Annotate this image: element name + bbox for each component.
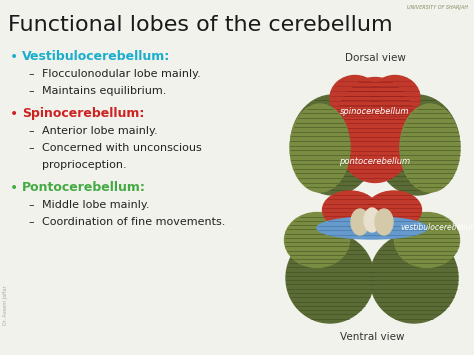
Text: –: – <box>28 86 34 96</box>
Ellipse shape <box>317 217 427 239</box>
Text: •: • <box>10 50 18 64</box>
Ellipse shape <box>334 77 416 182</box>
Text: Ventral view: Ventral view <box>340 332 404 342</box>
Ellipse shape <box>290 104 350 192</box>
Ellipse shape <box>286 233 374 323</box>
Text: Dr. Aseem Jaffar: Dr. Aseem Jaffar <box>3 285 8 325</box>
Ellipse shape <box>364 208 380 232</box>
Text: Anterior lobe mainly.: Anterior lobe mainly. <box>42 126 158 136</box>
Text: Concerned with unconscious: Concerned with unconscious <box>42 143 202 153</box>
Text: •: • <box>10 107 18 121</box>
Text: pontocerebellum: pontocerebellum <box>339 158 410 166</box>
Text: proprioception.: proprioception. <box>42 160 127 170</box>
Text: vestibulocerebellum: vestibulocerebellum <box>400 224 474 233</box>
Ellipse shape <box>374 95 459 195</box>
Text: –: – <box>28 143 34 153</box>
Ellipse shape <box>330 76 380 120</box>
Text: spinocerebellum: spinocerebellum <box>340 108 410 116</box>
Ellipse shape <box>370 233 458 323</box>
Text: –: – <box>28 217 34 227</box>
Text: Flocculonodular lobe mainly.: Flocculonodular lobe mainly. <box>42 69 201 79</box>
Text: –: – <box>28 126 34 136</box>
Text: –: – <box>28 69 34 79</box>
Text: Maintains equilibrium.: Maintains equilibrium. <box>42 86 166 96</box>
Ellipse shape <box>322 191 377 229</box>
Text: Dorsal view: Dorsal view <box>345 53 405 63</box>
Ellipse shape <box>375 209 393 235</box>
Ellipse shape <box>394 213 459 268</box>
Text: Coordination of fine movements.: Coordination of fine movements. <box>42 217 225 227</box>
Text: •: • <box>10 181 18 195</box>
Text: –: – <box>28 200 34 210</box>
Text: UNIVERSITY OF SHARJAH: UNIVERSITY OF SHARJAH <box>407 5 468 10</box>
Text: Functional lobes of the cerebellum: Functional lobes of the cerebellum <box>8 15 392 35</box>
Ellipse shape <box>351 209 369 235</box>
Text: Spinocerebellum:: Spinocerebellum: <box>22 107 145 120</box>
Ellipse shape <box>291 95 375 195</box>
Ellipse shape <box>366 191 421 229</box>
Ellipse shape <box>370 76 420 120</box>
Text: Vestibulocerebellum:: Vestibulocerebellum: <box>22 50 170 63</box>
Text: Pontocerebellum:: Pontocerebellum: <box>22 181 146 194</box>
Ellipse shape <box>400 104 460 192</box>
Ellipse shape <box>284 213 349 268</box>
Text: Middle lobe mainly.: Middle lobe mainly. <box>42 200 149 210</box>
